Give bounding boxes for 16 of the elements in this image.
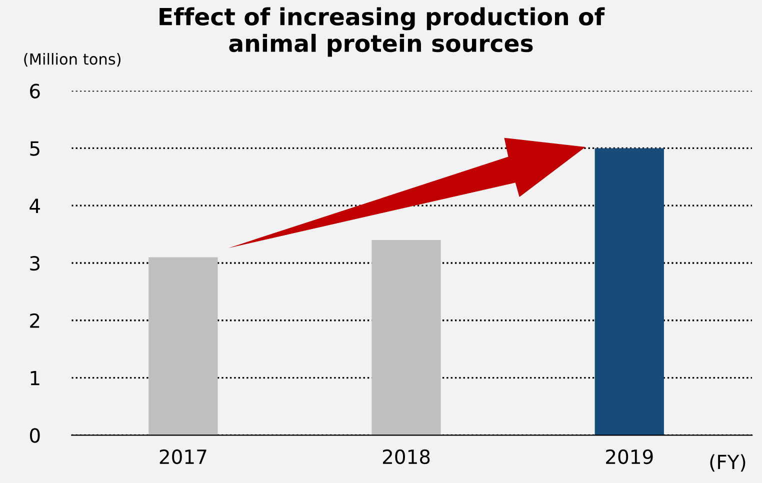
y-tick-label: 6 [30,84,40,98]
y-tick-label: 5 [30,141,40,156]
bar [148,257,218,436]
x-tick-label: 2017 [160,449,206,464]
y-axis-title: (Million tons) [24,52,120,67]
bar [372,240,441,436]
y-tick-label: 0 [30,428,40,443]
y-tick-label: 1 [30,371,40,386]
y-tick-label: 4 [30,198,40,213]
x-axis-title: (FY) [710,454,746,472]
x-tick-label: 2019 [606,449,653,464]
y-tick-label: 3 [30,256,40,271]
chart-title: Effect of increasing production of animal protein sources [160,7,605,57]
bar [594,148,664,436]
y-tick-label: 2 [30,313,40,328]
x-tick-label: 2018 [382,449,430,464]
